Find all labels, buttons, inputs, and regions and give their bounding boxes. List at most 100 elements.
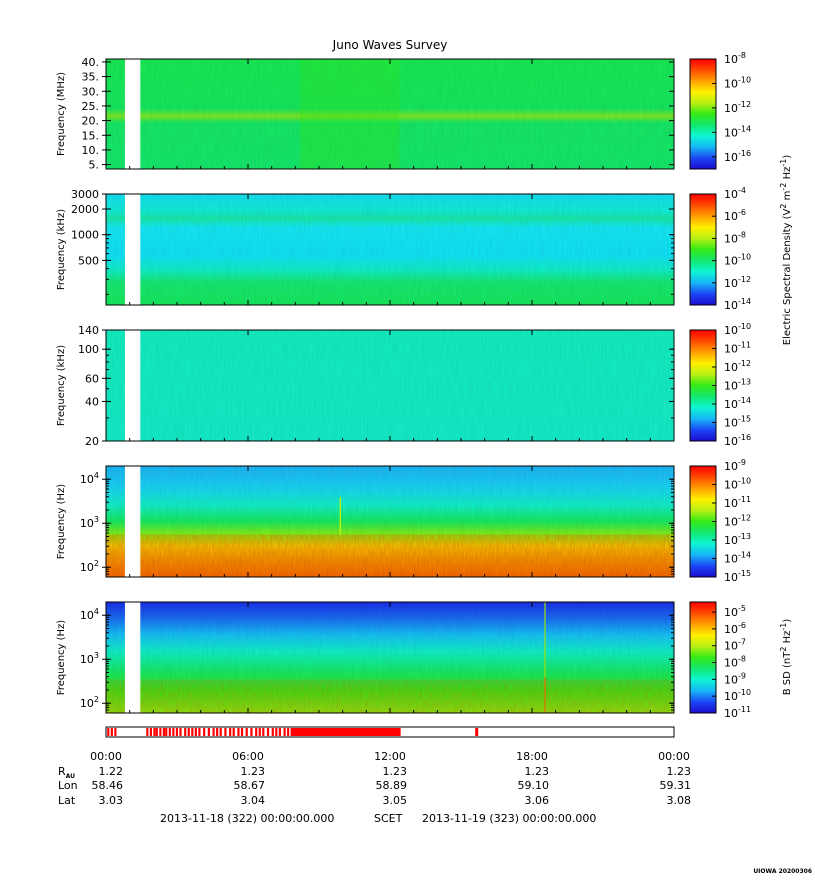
colorbar-label-exponent: -6 <box>738 621 746 630</box>
magnetic-colorbar-title-text: ) <box>782 619 793 623</box>
colorbar-label: 10-16 <box>724 149 751 164</box>
time-tick-label: 06:00 <box>232 750 264 763</box>
data-gap <box>124 602 141 713</box>
y-tick-label-text: 35. <box>82 71 100 84</box>
colorbar-label-exponent: -14 <box>738 297 751 306</box>
colorbar-label: 10-12 <box>724 514 751 529</box>
colorbar-label-base: 10 <box>724 210 738 223</box>
colorbar-label: 10-7 <box>724 638 746 653</box>
colorbar-label-exponent: -12 <box>738 359 751 368</box>
coverage-mark <box>153 728 156 736</box>
colorbar-label: 10-13 <box>724 532 751 547</box>
electric-colorbar-title-sup: -1 <box>779 159 788 167</box>
y-tick-label-text: 20. <box>82 115 100 128</box>
y-axis-label: Frequency (kHz) <box>56 345 67 426</box>
y-tick-label-exponent: 2 <box>94 695 99 704</box>
y-tick-label: 20. <box>82 115 100 128</box>
y-tick-label-text: 2000 <box>71 203 99 216</box>
colorbar-label: 10-8 <box>724 655 746 670</box>
coverage-mark <box>110 728 113 736</box>
y-tick-label: 25. <box>82 100 100 113</box>
colorbar-label: 10-14 <box>724 124 751 139</box>
spectrogram-texture <box>106 679 674 713</box>
colorbar-label: 10-11 <box>724 341 751 356</box>
coverage-mark <box>172 728 175 736</box>
colorbar-label-base: 10 <box>724 232 738 245</box>
colorbar-label-exponent: -15 <box>738 569 751 578</box>
y-tick-label: 15. <box>82 129 100 142</box>
magnetic-colorbar-title-text: B SD (nT <box>782 651 793 696</box>
coverage-mark <box>216 728 219 736</box>
coverage-mark <box>219 728 222 736</box>
y-tick-label: 40 <box>85 395 99 408</box>
coverage-mark <box>475 728 479 736</box>
y-tick-label: 102 <box>80 695 99 710</box>
colorbar-label-base: 10 <box>724 299 738 312</box>
y-tick-label: 103 <box>80 515 99 530</box>
colorbar-label-base: 10 <box>724 479 738 492</box>
colorbar-scale <box>689 193 717 306</box>
colorbar-label: 10-12 <box>724 275 751 290</box>
colorbar-scale <box>689 329 717 442</box>
coverage-mark <box>237 728 240 736</box>
y-tick-label: 500 <box>78 254 99 267</box>
colorbar-label: 10-4 <box>724 186 746 201</box>
coverage-mark <box>250 728 253 736</box>
data-gap <box>124 194 141 305</box>
colorbar-label-exponent: -11 <box>738 705 751 714</box>
y-tick-label-exponent: 3 <box>94 651 99 660</box>
ephem-r-sub: AU <box>66 773 75 780</box>
y-tick-label-text: 5. <box>89 159 100 172</box>
colorbar-label-exponent: -10 <box>738 75 751 84</box>
electric-colorbar-title-sup: 2 <box>779 204 788 209</box>
coverage-mark <box>275 728 278 736</box>
coverage-mark <box>271 728 274 736</box>
colorbar-label-exponent: -12 <box>738 100 751 109</box>
coverage-mark <box>114 728 117 736</box>
colorbar-label-exponent: -12 <box>738 275 751 284</box>
spectrogram-texture <box>106 330 674 441</box>
ephem-value: 1.23 <box>241 765 266 778</box>
colorbar-label-base: 10 <box>724 380 738 393</box>
coverage-mark <box>255 728 258 736</box>
coverage-mark <box>287 728 290 736</box>
colorbar-label-exponent: -16 <box>738 149 751 158</box>
colorbar-label-base: 10 <box>724 324 738 337</box>
date-scet: SCET <box>374 812 403 825</box>
y-tick-label: 1000 <box>71 229 99 242</box>
coverage-mark <box>194 728 197 736</box>
colorbar-label: 10-10 <box>724 477 751 492</box>
y-tick-label-text: 500 <box>78 254 99 267</box>
ephem-value: 3.05 <box>383 794 408 807</box>
y-tick-label-text: 10 <box>80 697 94 710</box>
colorbar-label: 10-14 <box>724 551 751 566</box>
colorbar-label-base: 10 <box>724 126 738 139</box>
coverage-mark <box>184 728 187 736</box>
colorbar-label-base: 10 <box>724 673 738 686</box>
ephem-value: 3.06 <box>525 794 550 807</box>
y-tick-label-text: 100 <box>78 343 99 356</box>
colorbar-label-exponent: -15 <box>738 415 751 424</box>
colorbar-label-base: 10 <box>724 398 738 411</box>
y-tick-label: 5. <box>89 159 100 172</box>
y-axis-label: Frequency (MHz) <box>56 72 67 156</box>
date-end: 2013-11-19 (323) 00:00:00.000 <box>422 812 596 825</box>
colorbar-label: 10-8 <box>724 230 746 245</box>
colorbar-label-exponent: -10 <box>738 253 751 262</box>
time-tick-label: 00:00 <box>90 750 122 763</box>
colorbar-label-base: 10 <box>724 77 738 90</box>
coverage-mark <box>149 728 152 736</box>
colorbar-label: 10-13 <box>724 378 751 393</box>
ephem-value: 1.23 <box>667 765 692 778</box>
colorbar-label-exponent: -8 <box>738 51 746 60</box>
colorbar-label-base: 10 <box>724 277 738 290</box>
coverage-mark <box>107 728 110 736</box>
colorbar-label-exponent: -10 <box>738 477 751 486</box>
colorbar-label-base: 10 <box>724 417 738 430</box>
coverage-mark <box>224 728 227 736</box>
colorbar-label-base: 10 <box>724 534 738 547</box>
y-tick-label: 40. <box>82 56 100 69</box>
y-tick-label: 102 <box>80 559 99 574</box>
spectrogram-panel-2: 500 1000 2000 3000 Frequency (kHz) <box>56 188 675 306</box>
